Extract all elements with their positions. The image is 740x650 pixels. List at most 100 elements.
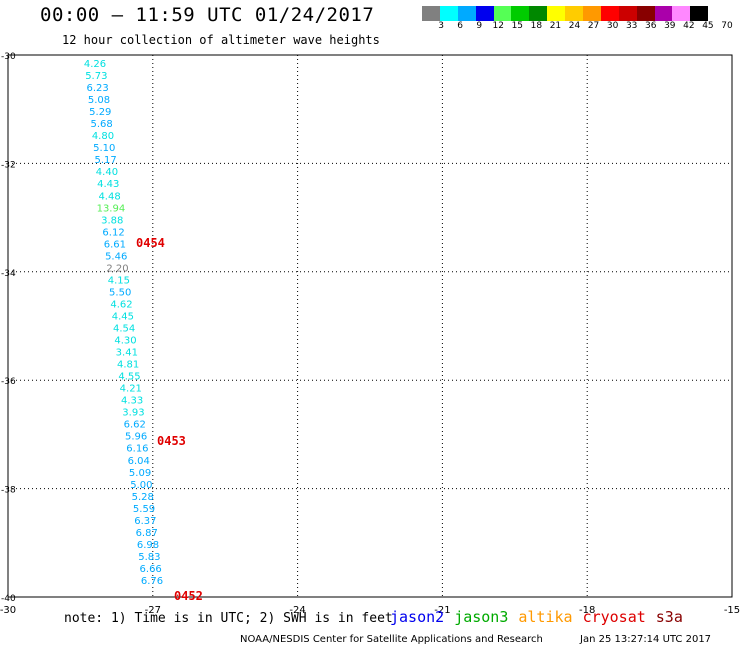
wave-height-value: 6.23: [87, 83, 109, 94]
lat-tick-label: -36: [1, 377, 16, 387]
wave-height-value: 5.96: [125, 432, 147, 443]
lon-tick-label: -18: [579, 605, 595, 616]
lon-tick-label: -15: [724, 605, 740, 616]
wave-height-value: 4.40: [96, 167, 118, 178]
pass-time-label: 0452: [174, 589, 203, 603]
lon-tick-label: -24: [289, 605, 305, 616]
colorbar-label: 30: [606, 21, 619, 31]
lat-tick-label: -34: [1, 269, 16, 279]
wave-height-value: 6.98: [137, 540, 159, 551]
generated-timestamp: Jan 25 13:27:14 UTC 2017: [580, 634, 712, 645]
wave-height-value: 4.54: [113, 324, 135, 335]
colorbar-label: 33: [625, 21, 638, 31]
wave-height-value: 5.17: [94, 155, 116, 166]
colorbar-label: 70: [721, 21, 733, 31]
map-frame: [7, 54, 733, 598]
colorbar-swatch: [547, 6, 566, 21]
colorbar-label: 42: [683, 21, 695, 31]
wave-height-value: 5.10: [93, 143, 115, 154]
wave-height-value: 5.28: [132, 492, 154, 503]
colorbar-swatch: [690, 6, 709, 21]
colorbar-swatch: [672, 6, 691, 21]
units-note: note: 1) Time is in UTC; 2) SWH is in fe…: [64, 611, 393, 626]
wave-height-value: 6.61: [104, 239, 126, 250]
wave-height-value: 5.59: [133, 504, 155, 515]
lat-tick-label: -32: [1, 160, 16, 170]
wave-height-value: 6.04: [128, 456, 150, 467]
wave-height-value: 4.55: [118, 372, 140, 383]
wave-height-value: 3.41: [116, 348, 138, 359]
wave-height-value: 4.62: [110, 299, 132, 310]
wave-height-value: 5.73: [85, 71, 107, 82]
colorbar-label: 15: [511, 21, 524, 31]
map-title: 00:00 – 11:59 UTC 01/24/2017: [40, 4, 375, 26]
wave-height-value: 2.20: [106, 263, 128, 274]
colorbar-label: 36: [645, 21, 657, 31]
credit-text: NOAA/NESDIS Center for Satellite Applica…: [240, 634, 543, 645]
pass-time-label: 0454: [136, 236, 165, 250]
wave-height-value: 4.48: [98, 191, 120, 202]
colorbar-swatch: [529, 6, 548, 21]
lon-tick-label: -27: [145, 605, 161, 616]
wave-height-value: 5.50: [109, 287, 131, 298]
colorbar-swatch: [583, 6, 601, 21]
colorbar-swatch: [422, 6, 440, 21]
wave-height-value: 3.93: [122, 408, 144, 419]
wave-height-value: 6.12: [102, 227, 124, 238]
wave-height-value: 4.81: [117, 360, 139, 371]
colorbar-swatch: [654, 6, 673, 21]
lon-tick-label: -21: [434, 605, 450, 616]
colorbar-label: 18: [530, 21, 543, 31]
wave-height-value: 5.08: [88, 95, 110, 106]
colorbar-label: 27: [587, 21, 600, 31]
colorbar-swatch: [565, 6, 584, 21]
lat-tick-label: -30: [1, 52, 16, 62]
wave-height-value: 6.16: [126, 444, 148, 455]
wave-height-value: 4.30: [114, 336, 136, 347]
lat-tick-label: -40: [1, 594, 16, 604]
satellite-legend: jason2 jason3 altika cryosat s3a: [390, 608, 683, 626]
colorbar: [422, 6, 727, 21]
wave-height-value: 6.66: [140, 564, 162, 575]
wave-height-value: 4.43: [97, 179, 119, 190]
wave-height-value: 5.83: [138, 552, 160, 563]
wave-height-value: 6.62: [124, 420, 146, 431]
wave-height-value: 3.88: [101, 215, 123, 226]
colorbar-swatch: [511, 6, 530, 21]
wave-height-value: 5.29: [89, 107, 111, 118]
legend-item-jason3: jason3: [454, 608, 509, 626]
pass-time-label: 0453: [157, 434, 186, 448]
colorbar-swatch: [439, 6, 458, 21]
colorbar-label: 45: [702, 21, 714, 31]
wave-height-value: 6.87: [136, 528, 158, 539]
wave-height-value: 13.94: [97, 203, 126, 214]
colorbar-label: 24: [568, 21, 581, 31]
wave-height-value: 4.45: [112, 311, 134, 322]
legend-item-jason2: jason2: [390, 608, 445, 626]
colorbar-label: 3: [438, 21, 444, 31]
wave-height-value: 6.37: [134, 516, 156, 527]
colorbar-swatch: [457, 6, 476, 21]
wave-height-value: 4.21: [120, 384, 142, 395]
wave-height-value: 4.80: [92, 131, 114, 142]
wave-height-value: 4.26: [84, 59, 106, 70]
colorbar-label: 12: [492, 21, 504, 31]
colorbar-label: 9: [476, 21, 483, 31]
wave-height-value: 5.46: [105, 251, 127, 262]
colorbar-swatch: [618, 6, 637, 21]
wave-height-value: 6.76: [141, 576, 163, 587]
legend-item-s3a: s3a: [655, 608, 683, 626]
colorbar-swatch: [636, 6, 655, 21]
wave-height-value: 5.00: [130, 480, 152, 491]
lon-tick-label: -30: [0, 605, 16, 616]
colorbar-swatch: [493, 6, 512, 21]
wave-height-value: 5.68: [90, 119, 112, 130]
wave-height-value: 5.09: [129, 468, 151, 479]
legend-item-altika: altika: [518, 608, 573, 626]
colorbar-swatch: [600, 6, 619, 21]
colorbar-label: 6: [457, 21, 463, 31]
wave-height-value: 4.33: [121, 396, 143, 407]
legend-item-cryosat: cryosat: [582, 608, 646, 626]
